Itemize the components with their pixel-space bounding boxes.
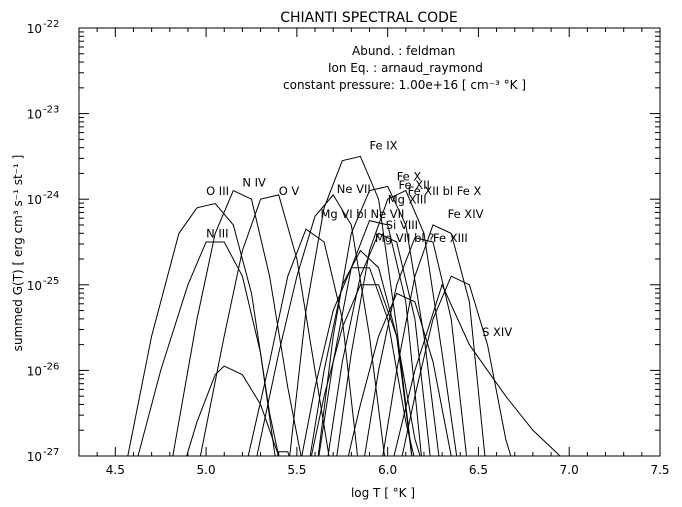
ion-label: N III (206, 227, 228, 241)
y-tick-label: 10 (27, 108, 42, 122)
series-line-14 (382, 224, 486, 456)
ion-label: N IV (242, 175, 266, 189)
y-tick-base: 10 (27, 108, 42, 122)
ion-label: Si VIII (386, 218, 418, 232)
y-tick-exponent: -27 (43, 447, 59, 458)
y-tick-base: 10 (27, 193, 42, 207)
y-tick-label: 10 (27, 450, 42, 464)
y-tick-label: 10 (27, 364, 42, 378)
series-line-8 (336, 189, 458, 456)
series-line-20 (276, 451, 290, 456)
ion-label: Fe XIII (433, 231, 468, 245)
x-tick-label: 4.5 (106, 463, 125, 477)
annotation-abundance: Abund. : feldman (352, 44, 455, 58)
annotation-block: Abund. : feldman Ion Eq. : arnaud_raymon… (283, 44, 526, 92)
series-line-3 (172, 189, 302, 456)
x-tick-label: 7.0 (560, 463, 579, 477)
ion-label: Mg VII bl ? (375, 231, 434, 245)
series-group (127, 155, 562, 456)
y-tick-exponent: -25 (43, 276, 59, 287)
y-tick-base: 10 (27, 364, 42, 378)
series-line-16 (186, 365, 280, 456)
ion-label: Fe XII bl Fe X (408, 184, 482, 198)
x-tick-label: 5.0 (197, 463, 216, 477)
annotation-pressure: constant pressure: 1.00e+16 [ cm⁻³ °K ] (283, 78, 526, 92)
ion-label: Fe IX (370, 139, 398, 153)
ion-label: Ne VII (337, 182, 371, 196)
y-tick-exponent: -24 (43, 190, 59, 201)
y-tick-exponent: -23 (43, 105, 59, 116)
series-line-7 (317, 185, 440, 456)
ion-label: O V (279, 184, 300, 198)
y-tick-base: 10 (27, 279, 42, 293)
y-tick-label: 10 (27, 22, 42, 36)
y-tick-label: 10 (27, 279, 42, 293)
series-line-4 (199, 194, 330, 456)
y-tick-label: 10 (27, 193, 42, 207)
x-tick-label: 6.0 (378, 463, 397, 477)
series-line-13 (364, 237, 468, 456)
series-line-21 (401, 275, 512, 456)
ion-label: Mg XIII (388, 193, 427, 207)
annotation-ion-equilibrium: Ion Eq. : arnaud_raymond (328, 61, 483, 75)
plot-frame (78, 27, 661, 457)
series-line-19 (347, 292, 452, 456)
y-tick-base: 10 (27, 22, 42, 36)
y-tick-exponent: -22 (43, 19, 59, 30)
x-tick-label: 7.5 (650, 463, 669, 477)
series-line-11 (327, 232, 431, 456)
x-tick-label: 5.5 (287, 463, 306, 477)
x-tick-label: 6.5 (469, 463, 488, 477)
y-axis-label: summed G(T) [ erg cm³ s⁻¹ st⁻¹ ] (11, 155, 25, 352)
series-line-2 (137, 241, 276, 456)
ion-label: Fe XII (399, 178, 430, 192)
series-line-5 (256, 194, 385, 456)
ion-label: S XIV (482, 325, 512, 339)
ion-label: Fe XIV (448, 207, 484, 221)
ion-label: Mg VI bl Ne VII (321, 207, 405, 221)
series-line-6 (289, 155, 413, 456)
series-line-18 (310, 284, 421, 456)
series-line-9 (247, 228, 359, 456)
ion-label: O III (206, 184, 229, 198)
series-line-17 (301, 267, 415, 456)
y-tick-base: 10 (27, 450, 42, 464)
series-line-15 (393, 283, 562, 456)
y-tick-exponent: -26 (43, 361, 59, 372)
ion-label: Fe X (397, 169, 422, 183)
x-axis-label: log T [ °K ] (351, 486, 415, 500)
chart-title: CHIANTI SPECTRAL CODE (280, 10, 458, 26)
